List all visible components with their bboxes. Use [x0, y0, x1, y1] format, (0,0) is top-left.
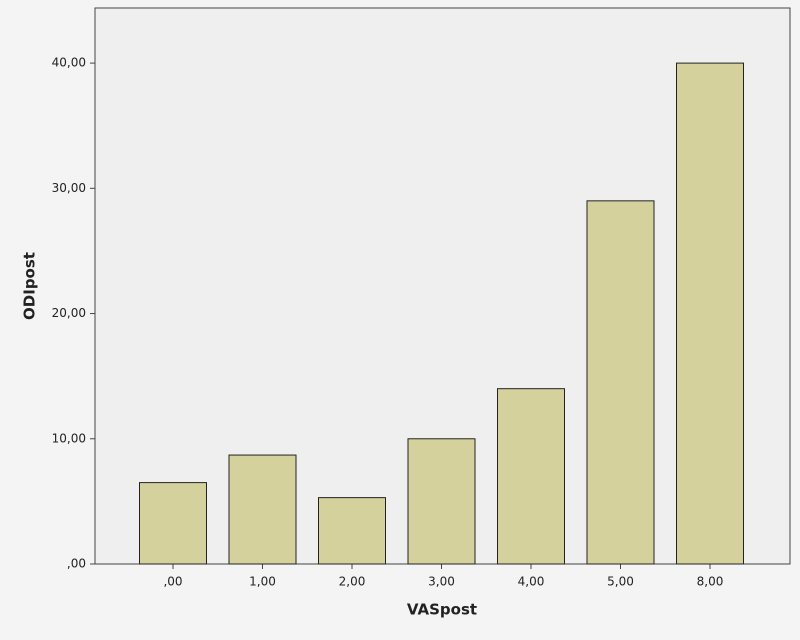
y-tick-label: 20,00: [52, 306, 86, 320]
bar: [497, 388, 565, 565]
bar: [318, 497, 386, 565]
bar: [228, 454, 297, 565]
bar: [586, 200, 655, 565]
x-tick-label: ,00: [163, 575, 182, 589]
y-axis-title: ODIpost: [21, 252, 39, 320]
x-tick-label: 2,00: [339, 575, 366, 589]
x-axis-title: VASpost: [407, 601, 477, 619]
x-tick-label: 3,00: [428, 575, 455, 589]
x-tick-label: 4,00: [518, 575, 545, 589]
bar: [407, 438, 476, 565]
bar: [139, 482, 207, 565]
bar: [676, 62, 744, 565]
y-tick-label: ,00: [67, 557, 86, 571]
x-tick-label: 8,00: [697, 575, 724, 589]
y-tick-label: 10,00: [52, 431, 86, 445]
y-tick-label: 40,00: [52, 56, 86, 70]
y-tick-label: 30,00: [52, 181, 86, 195]
x-tick-label: 5,00: [607, 575, 634, 589]
x-tick-label: 1,00: [249, 575, 276, 589]
